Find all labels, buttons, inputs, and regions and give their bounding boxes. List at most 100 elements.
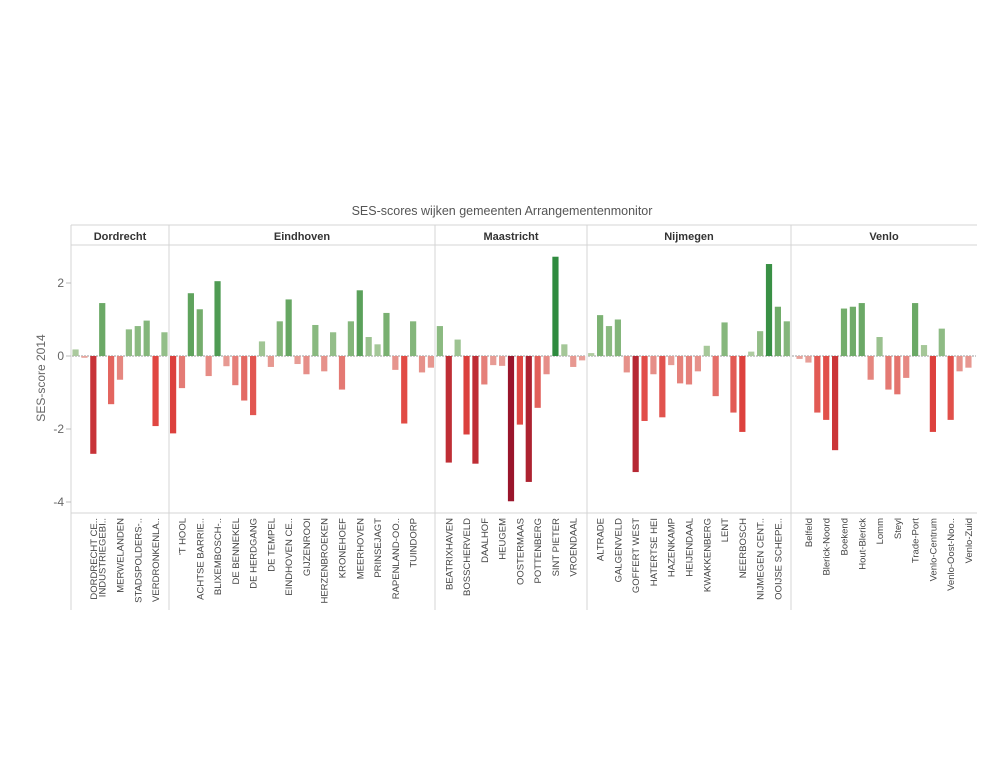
category-label: DE TEMPEL [266,518,277,572]
bar [912,303,919,356]
category-label: VERDRONKENLA.. [151,518,162,602]
bar [152,356,159,427]
category-label: Steyl [893,518,904,539]
bar [499,356,506,366]
category-label: GOFFERT WEST [631,518,642,593]
category-label: DE HERDGANG [249,518,260,589]
bar [677,356,684,384]
y-tick-label: -4 [53,495,64,509]
bar [418,356,426,373]
panel-title: Eindhoven [274,231,331,243]
category-label: OOIJSE SCHEPE.. [773,518,784,600]
category-label: RAPENLAND-OO.. [391,518,402,599]
panel-venlo: Venlo Belfeld Blerick-Noord Boekend Hout-Ble… [790,225,976,610]
bar [347,321,354,356]
category-label: Lomm [875,518,886,544]
category-label: OOSTERMAAS [515,518,526,585]
bar [374,344,381,356]
bar [258,341,266,356]
category-label: 'T HOOL [177,518,188,555]
bar [285,299,292,356]
category-label: BLIXEMBOSCH-.. [213,518,224,595]
bar [472,356,479,464]
bar [685,356,693,385]
bar [965,356,972,368]
bar [739,356,746,432]
bar [543,356,550,375]
bar [938,328,945,357]
chart-title: SES-scores wijken gemeenten Arrangemente… [352,204,653,218]
panel-maastricht: Maastricht BEATRIXHAVEN BOSSCHERVELD DAALHO… [434,225,586,610]
category-label: POTTENBERG [533,518,544,583]
bar [956,356,963,372]
category-label: NEERBOSCH [738,518,749,578]
panel-eindhoven: Eindhoven 'T HOOL ACHTSE BARRIE.. BLIXEMBOS… [168,225,434,610]
category-label: VROENDAAL [569,518,580,577]
category-label: HATERTSE HEI [649,518,660,586]
bar [650,356,657,375]
bar [178,356,186,389]
category-label: PRINSEJAGT [373,518,384,578]
bar [876,337,883,356]
category-label: MEERHOVEN [355,518,366,579]
bar [81,356,88,358]
bar [588,353,595,356]
bar [623,356,630,373]
bar [170,356,177,434]
bar [632,356,639,473]
category-label: Boekend [840,518,851,556]
bar [885,356,892,390]
bar [383,312,390,356]
bar [796,356,803,359]
panel-title: Maastricht [483,231,538,243]
bar [356,290,363,356]
bar [774,306,781,356]
bar [196,309,203,356]
bar [597,315,604,356]
category-label: ACHTSE BARRIE.. [195,518,206,600]
bar [614,319,621,356]
bar [401,356,408,424]
bar [814,356,821,413]
category-label: DORDRECHT CE.. [89,518,100,600]
bar [561,344,568,356]
bar [823,356,830,420]
category-label: MERWELANDEN [116,518,127,593]
y-axis-title: SES-score 2014 [34,334,48,422]
bar [72,349,79,356]
category-label: DAALHOF [480,518,491,563]
bar [516,356,523,425]
panel-title: Dordrecht [94,231,147,243]
bar [748,351,755,356]
bar [312,324,319,356]
plot-area: -4 -2 0 2 Dordrecht DORDRECHT CE..INDUSTRIEGE… [53,224,977,610]
panel-nijmegen: Nijmegen ALTRADE GALGENVELD GOFFERT WEST HAT… [586,225,790,610]
bar [507,356,515,502]
bar [241,356,248,401]
bar [205,356,212,377]
bar [454,339,461,356]
bar [294,356,301,365]
bar [920,345,928,356]
bar [929,356,936,432]
bar [99,303,106,356]
bar [903,356,910,378]
bar [694,356,701,372]
bar [832,356,839,451]
bar [481,356,488,385]
bar [232,356,239,386]
y-tick-label: 2 [57,276,64,290]
y-tick-label: 0 [57,349,64,363]
bar [858,303,865,356]
category-label: Trade-Port [911,518,922,563]
bar [840,308,848,356]
bar [579,356,586,361]
category-label: Blerick-Noord [822,518,833,576]
bar [947,356,954,420]
category-label: BEATRIXHAVEN [444,518,455,590]
bar [303,356,310,375]
category-label: Hout-Blerick [857,518,868,570]
bar [805,356,812,363]
category-label: Venlo-Oost-Noo.. [946,518,957,591]
category-label: KRONEHOEF [338,518,349,578]
